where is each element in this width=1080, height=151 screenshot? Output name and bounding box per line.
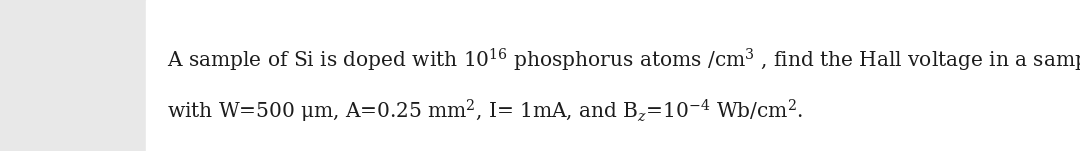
Text: with W=500 μm, A=0.25 mm$^{2}$, I= 1mA, and B$_{z}$=10$^{-4}$ Wb/cm$^{2}$.: with W=500 μm, A=0.25 mm$^{2}$, I= 1mA, … xyxy=(167,98,804,125)
Bar xyxy=(146,0,1080,151)
Text: A sample of Si is doped with $10^{16}$ phosphorus atoms /cm$^{3}$ , find the Hal: A sample of Si is doped with $10^{16}$ p… xyxy=(167,47,1080,74)
